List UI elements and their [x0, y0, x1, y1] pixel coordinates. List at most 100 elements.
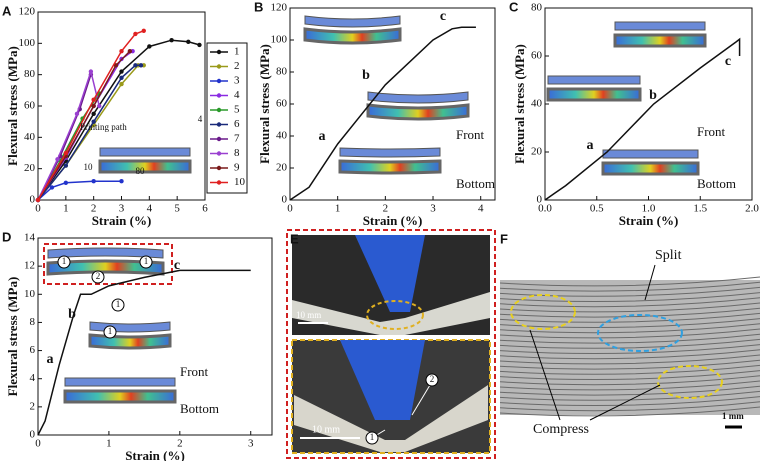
y-tick-label: 40: [276, 130, 288, 142]
x-tick-label: 1.5: [693, 203, 707, 215]
specimen: [546, 87, 642, 102]
texture: [499, 276, 760, 287]
point: [169, 38, 174, 43]
legend-marker: [216, 64, 222, 69]
y-tick-label: 0: [282, 194, 288, 206]
legend-marker: [216, 151, 222, 156]
annotation: Bottom: [697, 176, 736, 191]
point: [127, 48, 133, 54]
annotation: a: [47, 352, 54, 367]
panel-label: C: [509, 0, 519, 14]
specimen: [89, 321, 171, 333]
indenter: [355, 235, 425, 312]
marker-label: 1: [370, 432, 375, 442]
x-tick-label: 2: [177, 438, 183, 450]
panel-label: B: [254, 0, 263, 14]
specimen: [613, 33, 707, 48]
annotation: Front: [180, 364, 209, 379]
y-tick-label: 80: [24, 68, 36, 80]
specimen: [339, 147, 441, 158]
point: [91, 179, 96, 184]
series-line: [37, 269, 251, 436]
x-tick-label: 0: [35, 203, 41, 215]
texture: [499, 370, 760, 381]
specimen: [366, 103, 470, 121]
legend-marker: [216, 93, 222, 98]
y-tick-label: 20: [24, 162, 36, 174]
annotation: c: [174, 258, 180, 273]
x-axis-label: Strain (%): [363, 213, 423, 228]
legend-marker: [216, 180, 222, 185]
point: [119, 69, 124, 74]
point: [35, 197, 41, 203]
texture: [499, 396, 760, 407]
texture: [499, 406, 760, 417]
point: [133, 31, 138, 37]
texture: [499, 333, 760, 344]
specimen: [338, 159, 442, 175]
specimen: [99, 147, 191, 157]
texture: [499, 344, 760, 355]
x-tick-label: 1: [63, 203, 69, 215]
point: [141, 28, 146, 33]
annotation: 1: [116, 299, 121, 309]
x-axis-label: Strain (%): [619, 213, 679, 228]
legend-label: 5: [234, 104, 240, 116]
legend-label: 1: [234, 46, 240, 58]
y-tick-label: 120: [271, 2, 288, 14]
y-tick-label: 0: [30, 429, 36, 441]
texture: [499, 292, 760, 303]
legend-label: 6: [234, 118, 240, 130]
specimen: [47, 247, 164, 259]
y-tick-label: 10: [24, 288, 36, 300]
specimen: [601, 161, 700, 176]
legend-marker: [216, 122, 222, 127]
point: [133, 63, 138, 68]
point: [74, 111, 80, 117]
indenter: [340, 340, 425, 420]
legend-label: 4: [234, 89, 240, 101]
y-tick-label: 0: [537, 194, 543, 206]
annotation: Front: [697, 124, 726, 139]
y-tick-label: 20: [276, 162, 288, 174]
point: [97, 103, 102, 109]
legend-marker: [216, 49, 222, 55]
annotation: Printing path: [80, 122, 127, 132]
highlight: [657, 365, 723, 399]
point: [119, 48, 124, 54]
point: [138, 63, 144, 68]
texture: [499, 354, 760, 365]
legend-label: 2: [234, 60, 240, 72]
specimen: [304, 15, 401, 28]
specimen: [88, 333, 172, 350]
x-tick-label: 0.5: [590, 203, 604, 215]
legend-marker: [216, 165, 222, 171]
panel-label: D: [2, 229, 11, 244]
legend-marker: [216, 78, 222, 84]
panel-e: 10 mm 10 mm 1 2 E: [286, 229, 496, 459]
point: [55, 157, 60, 162]
marker-circle: [111, 298, 125, 312]
x-tick-label: 3: [430, 203, 436, 215]
x-tick-label: 5: [174, 203, 180, 215]
point: [63, 163, 69, 168]
marker-circle: [365, 431, 379, 445]
annotation: Front: [456, 127, 485, 142]
texture: [499, 349, 760, 360]
y-tick-label: 60: [531, 50, 543, 62]
legend-label: 10: [234, 176, 246, 188]
x-axis-label: Strain (%): [125, 448, 185, 461]
legend-marker: [216, 136, 222, 142]
annotation: b: [362, 68, 370, 83]
annotation: 1: [144, 256, 149, 266]
texture: [499, 318, 760, 329]
specimen: [64, 377, 176, 387]
annotation: Compress: [533, 422, 589, 437]
texture: [499, 312, 760, 323]
legend-marker: [216, 107, 222, 113]
texture: [499, 307, 760, 318]
annotation: c: [725, 54, 731, 69]
texture: [499, 364, 760, 375]
arrow: [589, 384, 661, 421]
